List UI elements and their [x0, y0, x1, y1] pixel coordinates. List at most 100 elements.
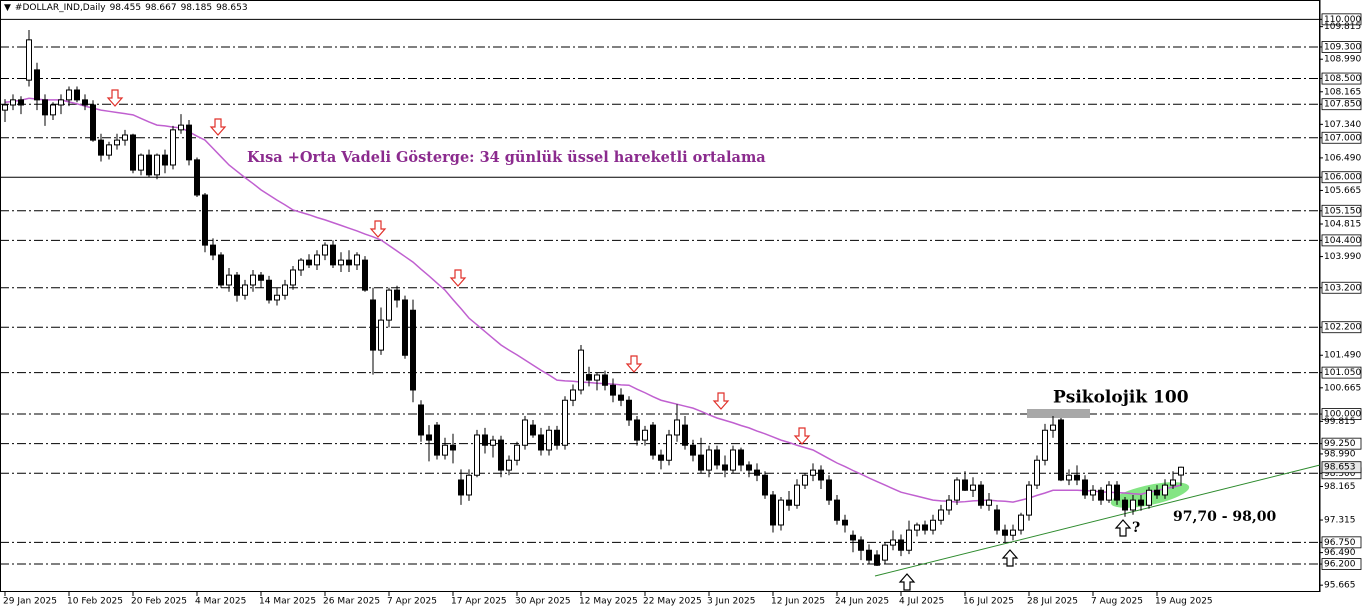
- candle-body: [658, 454, 664, 461]
- candle-body: [802, 474, 808, 486]
- down-arrow: [625, 355, 643, 373]
- x-tick-label: 19 Aug 2025: [1155, 597, 1213, 607]
- y-tick-label: 99.815: [1324, 417, 1356, 427]
- down-arrow: [106, 89, 124, 107]
- candle-body: [378, 319, 384, 351]
- candle-body: [818, 469, 824, 481]
- y-label-box: [1321, 558, 1362, 570]
- candle-body: [1002, 529, 1008, 536]
- candle-body: [674, 419, 680, 436]
- candle-body: [1010, 529, 1016, 536]
- candle-body: [354, 254, 360, 266]
- candle-body: [1082, 479, 1088, 496]
- candle-body: [498, 439, 504, 471]
- candle-body: [842, 519, 848, 526]
- y-tick-label: 104.400: [1324, 236, 1361, 246]
- candle-body: [914, 524, 920, 531]
- y-label-box: [1321, 408, 1362, 420]
- candle-body: [730, 449, 736, 471]
- candle-body: [690, 444, 696, 456]
- candle-body: [1154, 489, 1160, 496]
- y-label-box: [1321, 366, 1362, 379]
- candle-body: [650, 424, 656, 456]
- menu-arrow[interactable]: ▼: [4, 3, 11, 13]
- candle-body: [1130, 499, 1136, 511]
- candle-body: [122, 134, 128, 141]
- candle-body: [18, 99, 24, 106]
- candle-body: [306, 259, 312, 266]
- candle-body: [418, 404, 424, 436]
- candle-body: [450, 444, 456, 451]
- up-arrow: [1114, 519, 1132, 537]
- candle-body: [530, 424, 536, 436]
- candle-body: [754, 469, 760, 476]
- down-arrow: [449, 269, 467, 287]
- candle-body: [874, 554, 880, 566]
- y-tick-label: 109.815: [1324, 22, 1361, 32]
- y-tick-label: 108.500: [1324, 74, 1361, 84]
- x-tick-label: 16 Jul 2025: [963, 597, 1014, 607]
- candle-body: [194, 159, 200, 196]
- candle-body: [746, 464, 752, 471]
- candle-body: [50, 104, 56, 116]
- up-arrow: [1001, 549, 1019, 567]
- candle-body: [578, 349, 584, 391]
- candle-body: [962, 479, 968, 491]
- ohlc-low: 98.185: [180, 3, 213, 13]
- candle-body: [1066, 474, 1072, 481]
- candle-body: [834, 499, 840, 521]
- candle-body: [546, 429, 552, 451]
- candle-body: [626, 399, 632, 421]
- down-arrow: [369, 220, 387, 238]
- x-tick-label: 4 Jul 2025: [899, 597, 944, 607]
- y-tick-label: 106.000: [1324, 173, 1361, 183]
- y-tick-label: 107.340: [1324, 120, 1361, 130]
- y-label-box: [1321, 321, 1362, 334]
- candle-body: [170, 129, 176, 166]
- candle-body: [130, 134, 136, 171]
- candle-body: [946, 499, 952, 511]
- x-tick-label: 3 Jun 2025: [707, 597, 755, 607]
- candle-body: [1034, 459, 1040, 486]
- candle-body: [570, 389, 576, 401]
- ohlc-high: 98.667: [145, 3, 177, 13]
- x-tick-label: 20 Feb 2025: [131, 597, 187, 607]
- y-tick-label: 98.990: [1324, 449, 1356, 459]
- candle-body: [1018, 514, 1024, 531]
- y-tick-label: 106.490: [1324, 153, 1361, 163]
- candle-body: [826, 479, 832, 501]
- candle-body: [1122, 499, 1128, 511]
- y-tick-label: 108.990: [1324, 55, 1361, 65]
- candle-body: [242, 284, 248, 296]
- candle-body: [634, 419, 640, 441]
- candle-body: [2, 104, 8, 111]
- candle-body: [322, 244, 328, 256]
- candle-body: [538, 434, 544, 451]
- candles: [2, 29, 1184, 567]
- y-tick-label: 105.150: [1324, 206, 1361, 216]
- candle-body: [234, 274, 240, 296]
- y-label-box: [1321, 13, 1362, 26]
- candle-body: [186, 124, 192, 161]
- candle-body: [26, 39, 32, 81]
- y-tick-label: 101.050: [1324, 368, 1361, 378]
- y-tick-label: 96.750: [1324, 538, 1356, 548]
- ohlc-open: 98.455: [109, 3, 142, 13]
- candle-body: [1114, 484, 1120, 501]
- candle-body: [514, 444, 520, 461]
- candle-body: [10, 99, 16, 106]
- x-tick-label: 26 Mar 2025: [323, 597, 380, 607]
- candle-body: [906, 529, 912, 551]
- candle-body: [362, 259, 368, 291]
- candle-body: [738, 449, 744, 466]
- candle-body: [978, 484, 984, 506]
- down-arrow: [793, 427, 811, 445]
- x-tick-label: 28 Jul 2025: [1027, 597, 1078, 607]
- candle-body: [146, 154, 152, 176]
- y-label-box: [1321, 171, 1362, 184]
- candle-body: [866, 549, 872, 561]
- candle-body: [890, 539, 896, 546]
